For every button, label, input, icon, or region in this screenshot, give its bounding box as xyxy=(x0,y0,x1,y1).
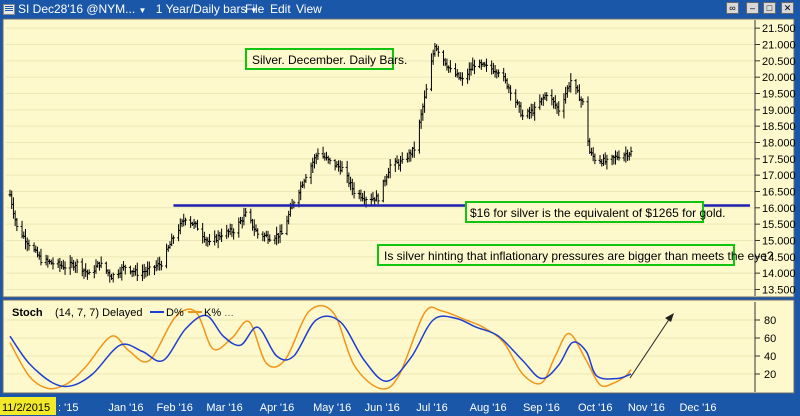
stoch-title: Stoch xyxy=(12,307,43,319)
stoch-tick-label: 60 xyxy=(764,333,776,345)
date-label: Jul '16 xyxy=(416,402,447,414)
date-label: Jun '16 xyxy=(365,402,400,414)
symbol-title[interactable]: SI Dec28'16 @NYM... ▼ 1 Year/Daily bars … xyxy=(18,2,258,16)
price-bars xyxy=(8,42,633,283)
date-label: Dec '16 xyxy=(679,402,716,414)
price-axis: 21.500 21.000 20.500 20.000 19.500 19.000 18.5… xyxy=(754,20,796,296)
close-icon[interactable]: ✕ xyxy=(781,2,794,14)
stoch-options-icon[interactable]: … xyxy=(224,308,234,319)
silver-gold-annotation: $16 for silver is the equivalent of $126… xyxy=(465,201,726,223)
price-tick-label: 17.000 xyxy=(762,170,796,182)
menu-file[interactable]: File xyxy=(245,2,265,16)
date-label: Apr '16 xyxy=(260,402,295,414)
date-label: Aug '16 xyxy=(470,402,507,414)
title-annotation: Silver. December. Daily Bars. xyxy=(245,48,407,70)
stoch-d-line xyxy=(9,314,632,388)
title-bar[interactable]: SI Dec28'16 @NYM... ▼ 1 Year/Daily bars … xyxy=(0,0,800,17)
silver-gold-note: $16 for silver is the equivalent of $126… xyxy=(470,206,726,220)
date-label: : '15 xyxy=(58,402,78,414)
chart-area[interactable]: 21.500 21.000 20.500 20.000 19.500 19.000 18.5… xyxy=(0,17,800,416)
date-label: 11/2/2015 xyxy=(2,402,50,414)
link-icon[interactable]: ∞ xyxy=(726,2,739,14)
date-label: Feb '16 xyxy=(157,402,193,414)
projection-arrow xyxy=(629,317,671,379)
date-highlight xyxy=(0,397,56,415)
date-label: May '16 xyxy=(313,402,351,414)
arrow-head-icon xyxy=(665,313,674,322)
inflation-annotation: Is silver hinting that inflationary pres… xyxy=(377,244,774,266)
symbol-dropdown-icon[interactable]: ▼ xyxy=(138,6,147,15)
date-label: Jan '16 xyxy=(108,402,143,414)
price-tick-label: 20.000 xyxy=(762,72,796,84)
stoch-tick-label: 80 xyxy=(764,315,776,327)
price-tick-label: 16.000 xyxy=(762,203,796,215)
legend-d: D% xyxy=(166,307,184,319)
price-tick-label: 16.500 xyxy=(762,186,796,198)
inflation-question: Is silver hinting that inflationary pres… xyxy=(384,249,774,263)
interval-label[interactable]: 1 Year/Daily bars xyxy=(155,2,247,16)
window-menu-icon[interactable] xyxy=(3,4,15,15)
date-axis: 11/2/2015 : '15 Jan '16 Feb '16 Mar '16 Apr '… xyxy=(0,397,716,415)
price-tick-label: 15.000 xyxy=(762,235,796,247)
price-tick-label: 21.000 xyxy=(762,39,796,51)
price-tick-label: 14.500 xyxy=(762,252,796,264)
price-tick-label: 17.500 xyxy=(762,154,796,166)
chart-title: Silver. December. Daily Bars. xyxy=(252,53,407,67)
date-label: Sep '16 xyxy=(523,402,560,414)
date-label: Oct '16 xyxy=(578,402,613,414)
menu-edit[interactable]: Edit xyxy=(270,2,291,16)
stoch-axis: 80 60 40 20 xyxy=(754,302,776,392)
stoch-legend: Stoch (14, 7, 7) Delayed D% K% … xyxy=(12,307,234,319)
stoch-tick-label: 20 xyxy=(764,369,776,381)
legend-k: K% xyxy=(204,307,221,319)
symbol-label[interactable]: SI Dec28'16 @NYM... xyxy=(18,2,136,16)
stoch-tick-label: 40 xyxy=(764,351,776,363)
date-label: Mar '16 xyxy=(206,402,242,414)
price-tick-label: 15.500 xyxy=(762,219,796,231)
price-tick-label: 19.500 xyxy=(762,88,796,100)
price-tick-label: 20.500 xyxy=(762,56,796,68)
interval-dropdown-icon[interactable]: ▼ xyxy=(249,6,258,15)
price-tick-label: 21.500 xyxy=(762,23,796,35)
price-tick-label: 13.500 xyxy=(762,284,796,296)
minimize-icon[interactable]: – xyxy=(746,2,759,14)
date-label: Nov '16 xyxy=(628,402,665,414)
maximize-icon[interactable]: □ xyxy=(763,2,776,14)
menu-view[interactable]: View xyxy=(296,2,322,16)
price-tick-label: 14.000 xyxy=(762,268,796,280)
price-tick-label: 18.500 xyxy=(762,121,796,133)
stoch-params: (14, 7, 7) Delayed xyxy=(55,307,142,319)
price-tick-label: 18.000 xyxy=(762,137,796,149)
stoch-k-line xyxy=(9,304,632,390)
price-tick-label: 19.000 xyxy=(762,105,796,117)
